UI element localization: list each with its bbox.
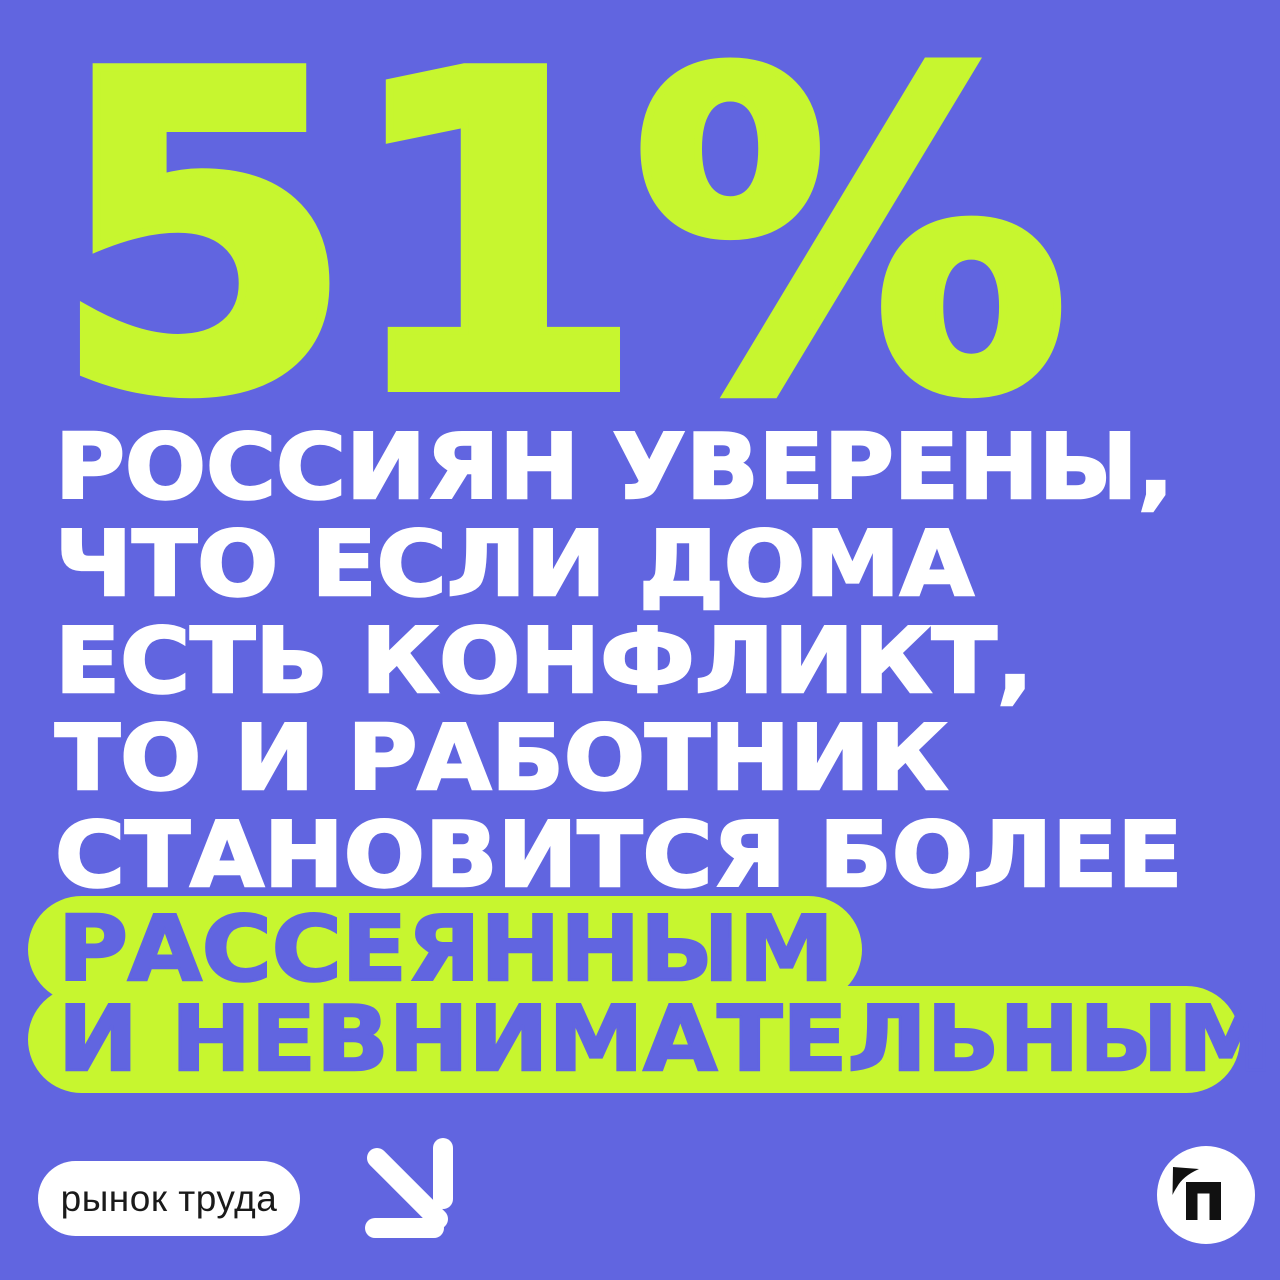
headline-line-text: ЕСТЬ КОНФЛИКТ, bbox=[54, 609, 1035, 714]
stat-value: 51% bbox=[46, 0, 1075, 492]
arrow-down-right-icon bbox=[365, 1138, 453, 1238]
headline-line-text: СТАНОВИТСЯ БОЛЕЕ bbox=[54, 803, 1184, 908]
headline-line-text: ТО И РАБОТНИК bbox=[54, 706, 949, 811]
highlight-text-1: РАССЕЯННЫМ bbox=[57, 896, 836, 1004]
headline-line-text: ЧТО ЕСЛИ ДОМА bbox=[54, 512, 975, 617]
highlight-pill-2: И НЕВНИМАТЕЛЬНЫМ bbox=[28, 986, 1274, 1093]
headline-line: ЕСТЬ КОНФЛИКТ, bbox=[54, 609, 1119, 714]
topic-tag-label: рынок труда bbox=[60, 1177, 278, 1219]
headline-line: РОССИЯН УВЕРЕНЫ, bbox=[54, 418, 1176, 518]
headline-line-text: РОССИЯН УВЕРЕНЫ, bbox=[54, 415, 1176, 520]
p-flag-logo-icon bbox=[1172, 1167, 1221, 1220]
logo-circle bbox=[1157, 1146, 1255, 1244]
headline: РОССИЯН УВЕРЕНЫ, ЧТО ЕСЛИ ДОМА ЕСТЬ КОНФ… bbox=[54, 418, 1184, 906]
topic-tag-badge: рынок труда bbox=[38, 1161, 300, 1236]
headline-line: СТАНОВИТСЯ БОЛЕЕ bbox=[54, 806, 1184, 906]
headline-line: ЧТО ЕСЛИ ДОМА bbox=[54, 512, 1119, 617]
brand-logo bbox=[1157, 1146, 1255, 1244]
highlight-text-2: И НЕВНИМАТЕЛЬНЫМ bbox=[57, 986, 1275, 1094]
headline-line: ТО И РАБОТНИК bbox=[54, 706, 1119, 811]
highlight-pill-1: РАССЕЯННЫМ bbox=[28, 896, 862, 1003]
